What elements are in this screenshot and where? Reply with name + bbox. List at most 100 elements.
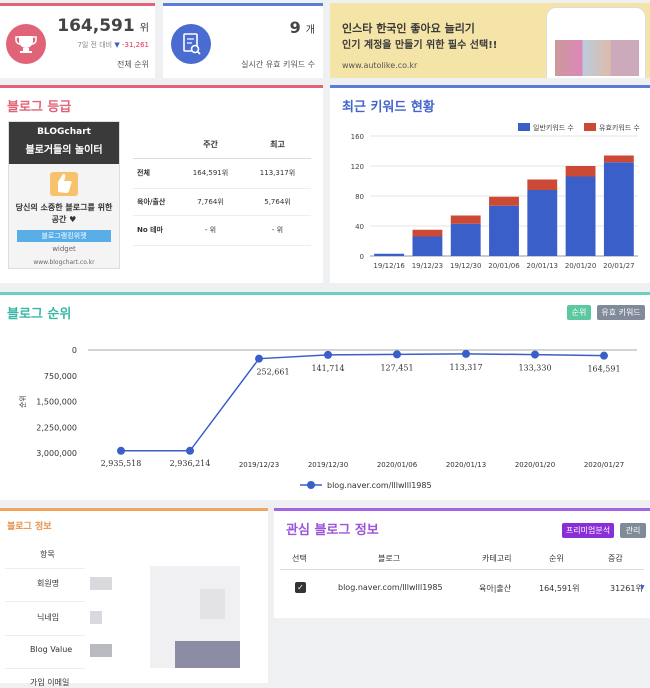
rank-data-label: 133,330 <box>518 364 551 373</box>
widget-url: www.blogchart.co.kr <box>33 259 95 266</box>
rank-value: 164,591 <box>57 16 135 36</box>
widget-button[interactable]: 블로그랭킹위젯 <box>17 230 111 242</box>
rank-data-label: 141,714 <box>311 364 344 373</box>
rank-data-label: 252,661 <box>256 368 289 377</box>
widget-sub: widget <box>52 245 76 253</box>
redacted-block <box>200 589 225 619</box>
row-best: 113,317위 <box>259 169 296 177</box>
redacted-block <box>175 641 240 668</box>
bar-valid-keywords <box>450 215 481 224</box>
y-tick-label: 750,000 <box>44 372 77 381</box>
y-tick-label: 160 <box>351 133 364 141</box>
blog-rank-title: 블로그 순위 <box>7 307 72 322</box>
widget-text: 당신의 소중한 블로그를 위한 공간 ♥ <box>15 203 113 224</box>
bar-valid-keywords <box>603 155 634 163</box>
legend-swatch <box>518 123 530 131</box>
x-tick-label: 20/01/20 <box>565 262 596 270</box>
rank-data-point <box>393 350 401 359</box>
grade-header: 최고 <box>270 140 285 150</box>
x-tick-label: 20/01/13 <box>527 262 558 270</box>
x-tick-label: 19/12/30 <box>450 262 481 270</box>
interest-blog-category: 육아|출산 <box>479 584 512 593</box>
info-row-blog-value: Blog Value <box>30 645 73 654</box>
x-tick-label: 2019/12/23 <box>239 461 279 469</box>
row-weekly: - 위 <box>204 226 217 234</box>
rank-data-point <box>462 349 470 358</box>
y-tick-label: 80 <box>355 193 364 201</box>
trophy-icon <box>6 24 46 64</box>
premium-analysis-button[interactable]: 프리미엄분석 <box>562 523 614 538</box>
col-select: 선택 <box>292 554 307 563</box>
ad-line1: 인스타 한국인 좋아요 늘리기 <box>342 22 475 35</box>
document-search-icon <box>171 24 211 64</box>
interest-blog-rank: 164,591위 <box>539 584 580 593</box>
info-row-header: 항목 <box>40 550 55 559</box>
y-tick-label: 2,250,000 <box>36 423 77 432</box>
bar-normal-keywords <box>412 236 443 256</box>
table-row: No 테마 - 위 - 위 <box>133 215 311 245</box>
y-tick-label: 0 <box>360 253 364 261</box>
bar-normal-keywords <box>489 205 519 256</box>
y-tick-label: 120 <box>351 163 364 171</box>
ad-banner[interactable]: 인스타 한국인 좋아요 늘리기 인기 계정을 만들기 위한 필수 선택!! ww… <box>330 3 650 78</box>
redacted-block <box>90 577 112 590</box>
rank-data-label: 2,936,214 <box>170 459 211 468</box>
row-weekly: 164,591위 <box>192 169 229 177</box>
row-label: 전체 <box>137 169 150 177</box>
widget-heading: 블로거들의 놀이터 <box>25 145 103 156</box>
col-change: 증감 <box>608 554 623 563</box>
redacted-block <box>90 644 112 657</box>
x-tick-label: 19/12/23 <box>412 262 443 270</box>
rank-data-point <box>117 446 125 455</box>
x-tick-label: 20/01/27 <box>603 262 634 270</box>
bar-valid-keywords <box>412 229 443 237</box>
ad-line2: 인기 계정을 만들기 위한 필수 선택!! <box>342 40 498 51</box>
rank-data-point <box>324 350 332 359</box>
grade-table: 주간 최고 전체 164,591위 113,317위 육아/출산 7,764위 … <box>133 132 311 246</box>
blog-grade-title: 블로그 등급 <box>7 100 72 115</box>
rank-series-line <box>120 353 605 452</box>
blogchart-widget[interactable]: BLOGchart 블로거들의 놀이터 당신의 소중한 블로그를 위한 공간 ♥… <box>8 121 120 269</box>
x-tick-label: 2020/01/13 <box>446 461 486 469</box>
blog-grade-card: 블로그 등급 BLOGchart 블로거들의 놀이터 당신의 소중한 블로그를 … <box>0 85 323 283</box>
phone-image <box>546 7 646 78</box>
bar-valid-keywords <box>565 166 596 177</box>
valid-keyword-tab-button[interactable]: 유효 키워드 <box>597 305 645 320</box>
y-tick-label: 1,500,000 <box>36 398 77 407</box>
bar-normal-keywords <box>603 162 634 256</box>
x-tick-label: 2020/01/20 <box>515 461 555 469</box>
grade-header <box>133 132 177 158</box>
col-blog: 블로그 <box>378 554 401 563</box>
legend-marker <box>307 481 315 489</box>
interest-blog-card: 관심 블로그 정보 프리미엄분석 관리 선택 블로그 카테고리 순위 증감 ✓ … <box>274 508 650 618</box>
select-checkbox[interactable]: ✓ <box>295 582 306 593</box>
down-arrow-icon: ▼ <box>114 41 120 49</box>
keyword-stat-card: 9 개 실시간 유효 키워드 수 <box>163 3 323 78</box>
info-row-name: 회원명 <box>37 579 60 588</box>
manage-button[interactable]: 관리 <box>620 523 646 538</box>
legend-label: 일반키워드 수 <box>533 123 574 132</box>
rank-tab-button[interactable]: 순위 <box>567 305 591 320</box>
rank-data-label: 113,317 <box>449 363 482 372</box>
rank-data-point <box>600 351 608 360</box>
bar-valid-keywords <box>489 196 519 206</box>
rank-data-label: 164,591 <box>587 365 620 374</box>
row-label: 육아/출산 <box>137 197 166 206</box>
legend-swatch <box>584 123 596 131</box>
table-row: 육아/출산 7,764위 5,764위 <box>133 188 311 215</box>
compare-label: 7일 전 대비 <box>77 41 113 49</box>
recent-keywords-card: 최근 키워드 현황 0 40 80 120 160 19/12/16 19/12/23 19/… <box>330 85 650 283</box>
blog-info-card: 블로그 정보 항목 회원명 닉네임 Blog Value 가입 이메일 <box>0 508 268 687</box>
rank-unit: 위 <box>139 23 149 34</box>
interest-blog-url[interactable]: blog.naver.com/lllwlll1985 <box>338 583 443 592</box>
blog-rank-card: 블로그 순위 순위 유효 키워드 0 750,000 1,500,000 2,250,… <box>0 292 650 500</box>
y-axis-label: 순위 <box>19 395 27 408</box>
legend-label: 유효키워드 수 <box>599 123 640 132</box>
row-best: - 위 <box>271 226 284 234</box>
bar-valid-keywords <box>527 179 558 190</box>
ad-url: www.autolike.co.kr <box>342 61 418 70</box>
bar-normal-keywords <box>374 253 405 256</box>
rank-data-label: 2,935,518 <box>101 459 142 468</box>
blog-info-title: 블로그 정보 <box>7 522 52 532</box>
row-label: No 테마 <box>137 226 163 234</box>
